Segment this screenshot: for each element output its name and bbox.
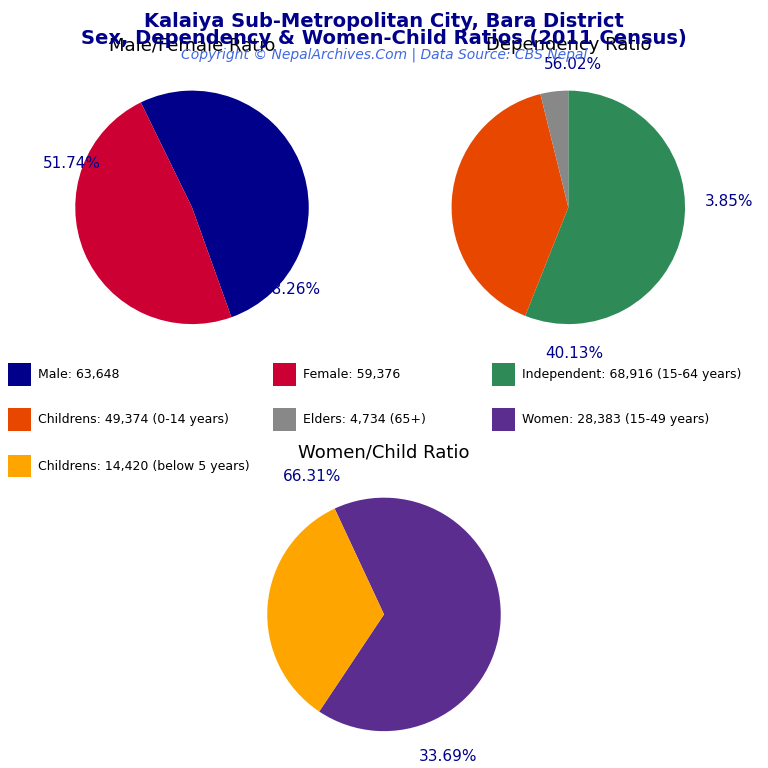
Wedge shape: [541, 91, 568, 207]
Wedge shape: [267, 508, 384, 711]
Bar: [8, 408, 31, 431]
Title: Women/Child Ratio: Women/Child Ratio: [298, 443, 470, 462]
Wedge shape: [75, 102, 231, 324]
Text: 40.13%: 40.13%: [545, 346, 603, 361]
Text: Independent: 68,916 (15-64 years): Independent: 68,916 (15-64 years): [522, 369, 742, 381]
Bar: [492, 363, 515, 386]
Text: Elders: 4,734 (65+): Elders: 4,734 (65+): [303, 412, 426, 425]
Bar: [273, 363, 296, 386]
Text: Sex, Dependency & Women-Child Ratios (2011 Census): Sex, Dependency & Women-Child Ratios (20…: [81, 29, 687, 48]
Wedge shape: [319, 498, 501, 731]
Text: Female: 59,376: Female: 59,376: [303, 369, 401, 381]
Wedge shape: [452, 94, 568, 316]
Bar: [492, 408, 515, 431]
Wedge shape: [525, 91, 685, 324]
Text: 3.85%: 3.85%: [705, 194, 753, 209]
Title: Dependency Ratio: Dependency Ratio: [485, 36, 651, 55]
Text: Childrens: 49,374 (0-14 years): Childrens: 49,374 (0-14 years): [38, 412, 230, 425]
Text: Male: 63,648: Male: 63,648: [38, 369, 120, 381]
Bar: [8, 363, 31, 386]
Bar: [8, 455, 31, 478]
Text: Women: 28,383 (15-49 years): Women: 28,383 (15-49 years): [522, 412, 710, 425]
Text: 33.69%: 33.69%: [419, 750, 478, 764]
Wedge shape: [141, 91, 309, 317]
Text: Copyright © NepalArchives.Com | Data Source: CBS Nepal: Copyright © NepalArchives.Com | Data Sou…: [181, 48, 587, 62]
Text: Childrens: 14,420 (below 5 years): Childrens: 14,420 (below 5 years): [38, 459, 250, 472]
Bar: [273, 408, 296, 431]
Title: Male/Female Ratio: Male/Female Ratio: [109, 36, 275, 55]
Text: 51.74%: 51.74%: [42, 155, 101, 170]
Text: 66.31%: 66.31%: [283, 469, 341, 484]
Text: Kalaiya Sub-Metropolitan City, Bara District: Kalaiya Sub-Metropolitan City, Bara Dist…: [144, 12, 624, 31]
Text: 56.02%: 56.02%: [544, 58, 602, 72]
Text: 48.26%: 48.26%: [262, 282, 320, 296]
